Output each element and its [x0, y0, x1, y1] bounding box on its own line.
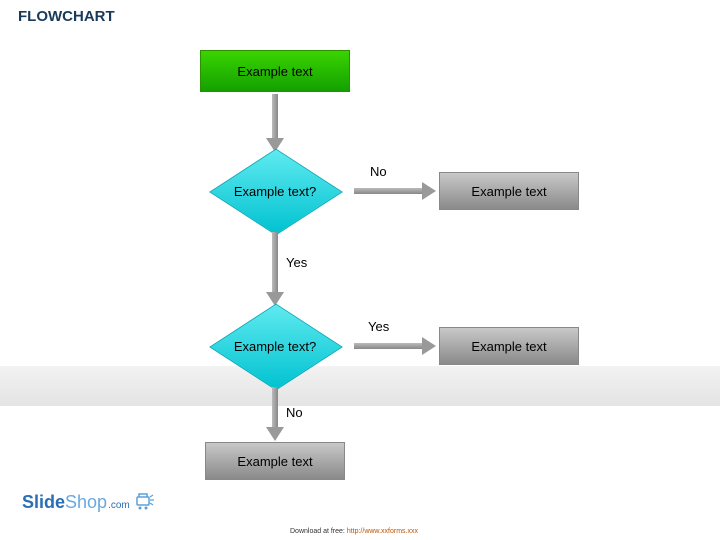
title-text: FLOWCHART — [18, 8, 115, 25]
footer-link[interactable]: http://www.xxforms.xxx — [347, 528, 418, 535]
footer-prefix: Download at free: — [290, 528, 347, 535]
flow-node-process-2: Example text — [439, 327, 579, 365]
page-title: FLOWCHART — [18, 8, 115, 25]
flow-node-start: Example text — [200, 50, 350, 92]
edge-label-yes: Yes — [368, 319, 389, 334]
flow-arrow-down — [272, 232, 278, 294]
background-band — [0, 366, 720, 406]
flow-node-decision-1: Example text? — [200, 153, 350, 229]
edge-label-no: No — [286, 405, 303, 420]
flow-node-process-3: Example text — [205, 442, 345, 480]
flow-arrow-down — [272, 94, 278, 140]
edge-label-no: No — [370, 164, 387, 179]
edge-label-yes: Yes — [286, 255, 307, 270]
cart-icon — [133, 492, 155, 512]
flow-node-process-1: Example text — [439, 172, 579, 210]
node-label: Example text? — [200, 153, 350, 229]
flow-node-decision-2: Example text? — [200, 308, 350, 384]
flow-arrow-right — [354, 188, 424, 194]
node-label: Example text — [471, 339, 546, 354]
logo-suffix: .com — [108, 500, 130, 511]
logo-part2: Shop — [65, 492, 107, 513]
footer-download-note: Download at free: http://www.xxforms.xxx — [290, 528, 418, 535]
flow-arrow-down — [272, 387, 278, 429]
node-label: Example text — [471, 184, 546, 199]
logo-part1: Slide — [22, 492, 65, 513]
node-label: Example text? — [200, 308, 350, 384]
flow-arrow-right — [354, 343, 424, 349]
node-label: Example text — [237, 64, 312, 79]
node-label: Example text — [237, 454, 312, 469]
slideshop-logo: SlideShop.com — [22, 492, 155, 513]
